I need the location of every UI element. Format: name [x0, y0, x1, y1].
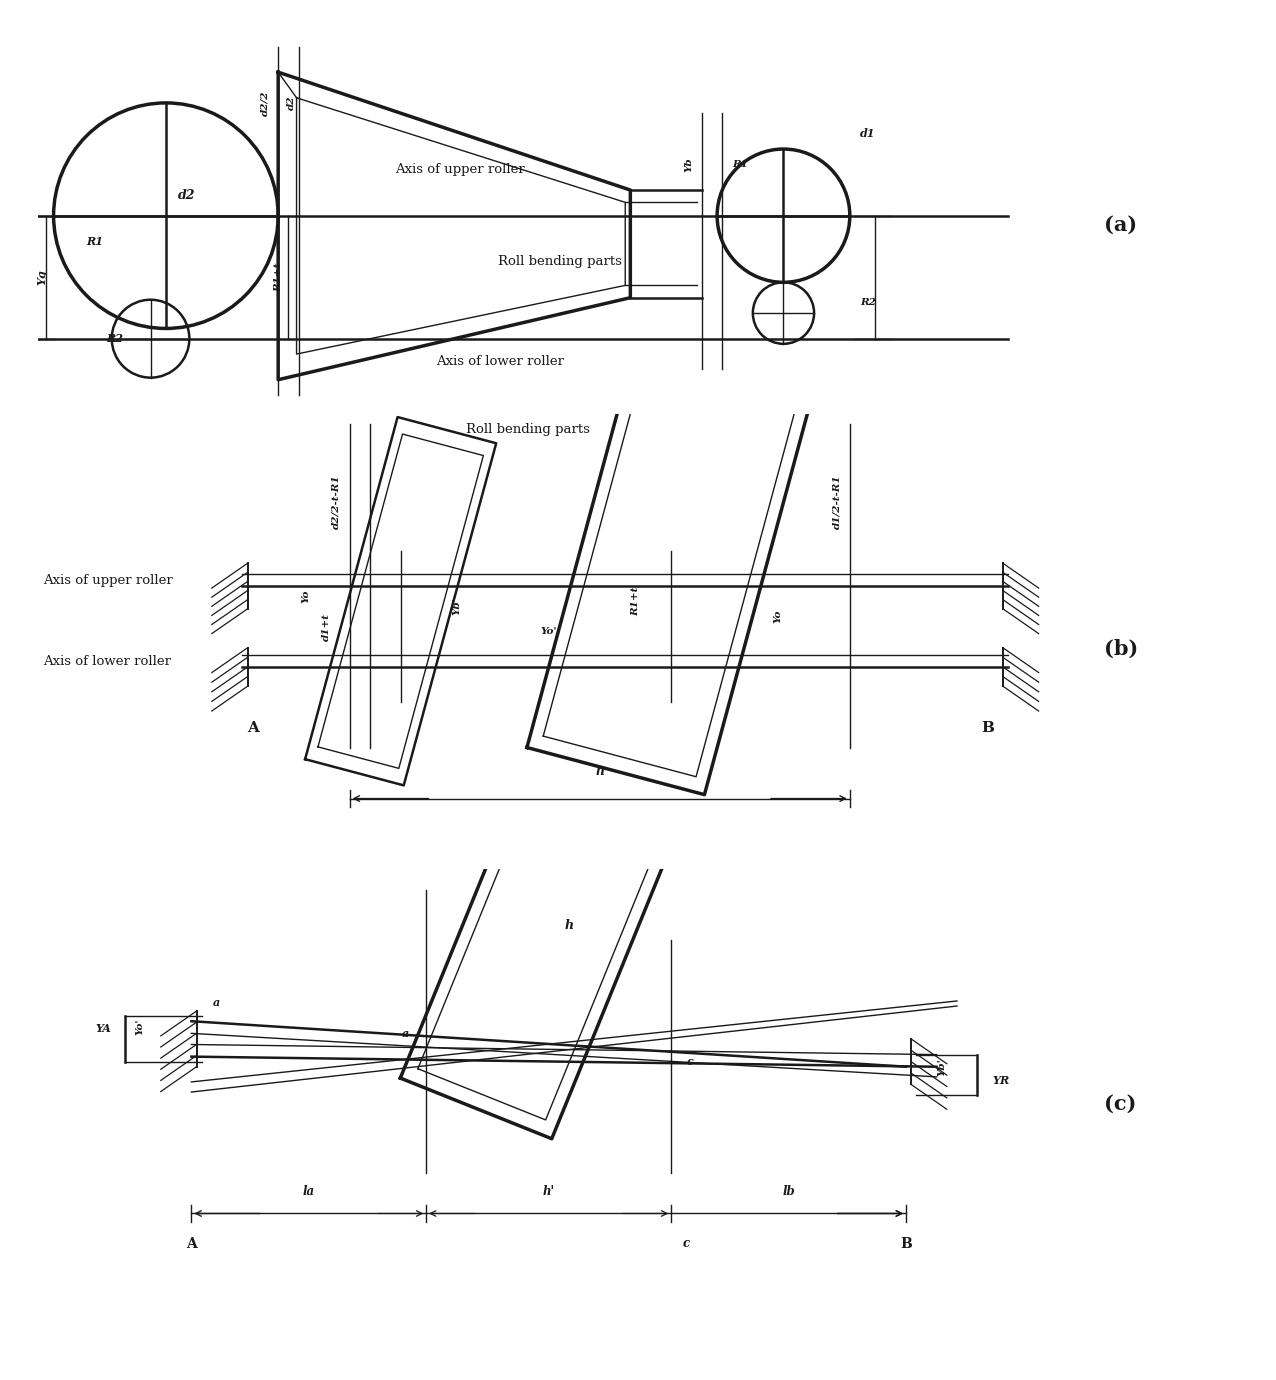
Text: la: la [302, 1184, 315, 1198]
Text: Yo': Yo' [541, 627, 556, 636]
Text: d2/2-t-R1: d2/2-t-R1 [332, 475, 341, 530]
Text: A: A [186, 1236, 197, 1250]
Text: Axis of upper roller: Axis of upper roller [43, 574, 174, 588]
Text: B: B [900, 1236, 912, 1250]
Text: a: a [402, 1028, 410, 1039]
Text: Yo: Yo [773, 610, 783, 624]
Text: Yg: Yg [37, 269, 48, 286]
Text: lb: lb [782, 1184, 795, 1198]
Text: Yo: Yo [301, 589, 310, 603]
Text: c: c [686, 1056, 693, 1067]
Text: h': h' [542, 1184, 555, 1198]
Text: Axis of lower roller: Axis of lower roller [436, 355, 564, 367]
Text: (a): (a) [1104, 215, 1137, 235]
Text: d1: d1 [860, 128, 875, 139]
Text: d2: d2 [177, 189, 195, 201]
Text: Yb': Yb' [452, 598, 462, 615]
Text: Axis of upper roller: Axis of upper roller [396, 163, 526, 177]
Text: Yb': Yb' [937, 1058, 947, 1075]
Text: YR: YR [993, 1075, 1011, 1086]
Text: Roll bending parts: Roll bending parts [466, 422, 591, 436]
Text: Axis of lower roller: Axis of lower roller [43, 656, 171, 668]
Text: d1+t: d1+t [322, 613, 330, 640]
Text: R1+t: R1+t [274, 262, 283, 293]
Text: R1+t: R1+t [630, 586, 641, 615]
Text: c: c [683, 1238, 690, 1250]
Text: B: B [981, 720, 994, 734]
Text: Roll bending parts: Roll bending parts [498, 255, 621, 268]
Text: R1: R1 [85, 236, 103, 247]
Text: YA: YA [96, 1024, 112, 1034]
Text: Yo': Yo' [135, 1018, 145, 1035]
Text: R1: R1 [732, 160, 748, 168]
Text: A: A [246, 720, 259, 734]
Text: d2: d2 [287, 95, 296, 110]
Text: d1/2-t-R1: d1/2-t-R1 [832, 475, 841, 530]
Text: Yb: Yb [684, 157, 693, 171]
Text: (c): (c) [1104, 1094, 1136, 1114]
Text: a: a [213, 998, 221, 1009]
Text: h: h [564, 919, 574, 932]
Text: R2: R2 [860, 298, 875, 308]
Text: h: h [595, 766, 605, 778]
Text: R2: R2 [106, 333, 124, 344]
Text: d2/2: d2/2 [260, 90, 269, 116]
Text: (b): (b) [1104, 639, 1138, 658]
